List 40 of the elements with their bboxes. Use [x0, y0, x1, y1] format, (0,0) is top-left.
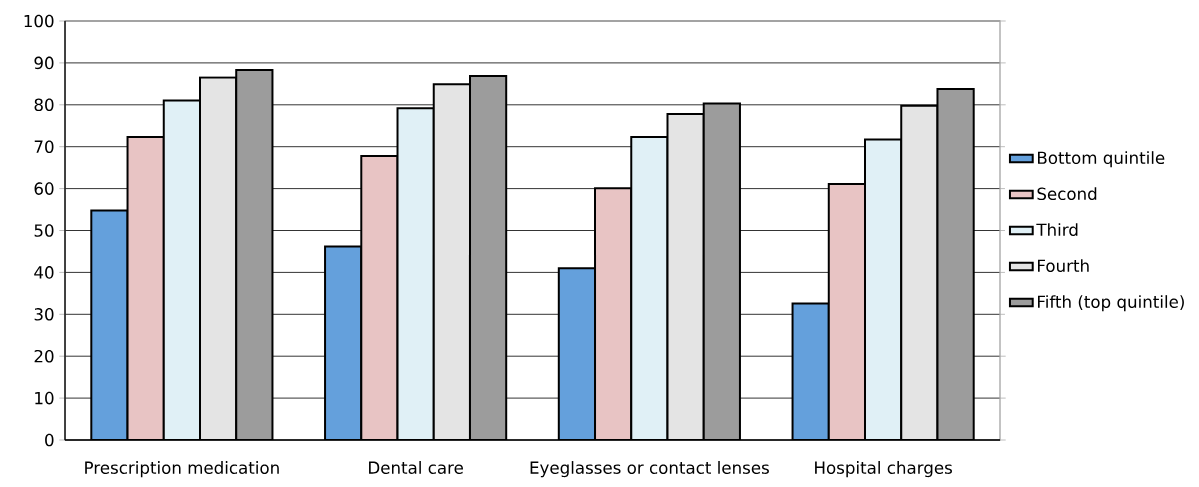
bar — [469, 75, 507, 440]
y-tick-label: 30 — [34, 307, 54, 321]
legend-label: Second — [1037, 187, 1097, 201]
bar — [864, 138, 903, 440]
x-tick-label: Dental care — [369, 461, 463, 474]
bar — [126, 136, 165, 440]
y-tick-label: 90 — [34, 56, 54, 70]
bar — [557, 267, 597, 440]
x-tick-label: Hospital charges — [815, 461, 952, 478]
legend-label: Fourth — [1038, 259, 1089, 273]
bar — [361, 155, 398, 440]
bar — [235, 69, 274, 440]
bar — [325, 246, 362, 440]
bar — [791, 302, 830, 440]
y-tick-label: 60 — [34, 182, 54, 195]
y-tick-label: 100 — [24, 14, 54, 28]
y-tick-label: 0 — [45, 433, 54, 447]
legend-label: Third — [1036, 223, 1078, 237]
bar — [666, 113, 705, 440]
bar — [900, 104, 939, 440]
y-tick-label: 40 — [34, 266, 54, 279]
bar — [702, 102, 741, 440]
bar — [90, 209, 129, 440]
bar — [162, 99, 201, 440]
bar — [936, 87, 975, 440]
x-tick-label: Prescription medication — [85, 461, 279, 478]
bar — [433, 84, 470, 440]
legend-label: Fifth (top quintile) — [1038, 295, 1184, 312]
y-tick-label: 70 — [34, 140, 54, 153]
bar — [827, 182, 867, 440]
y-tick-label: 20 — [34, 349, 54, 363]
y-tick-label: 10 — [35, 391, 54, 405]
x-tick-label: Eyeglasses or contact lenses — [530, 461, 769, 478]
y-tick-label: 80 — [34, 98, 54, 112]
bar — [397, 108, 434, 440]
bar — [199, 76, 238, 440]
y-tick-label: 50 — [34, 224, 54, 237]
bar — [630, 136, 669, 440]
bar — [594, 187, 633, 440]
legend-label: Bottom quintile — [1038, 151, 1165, 168]
